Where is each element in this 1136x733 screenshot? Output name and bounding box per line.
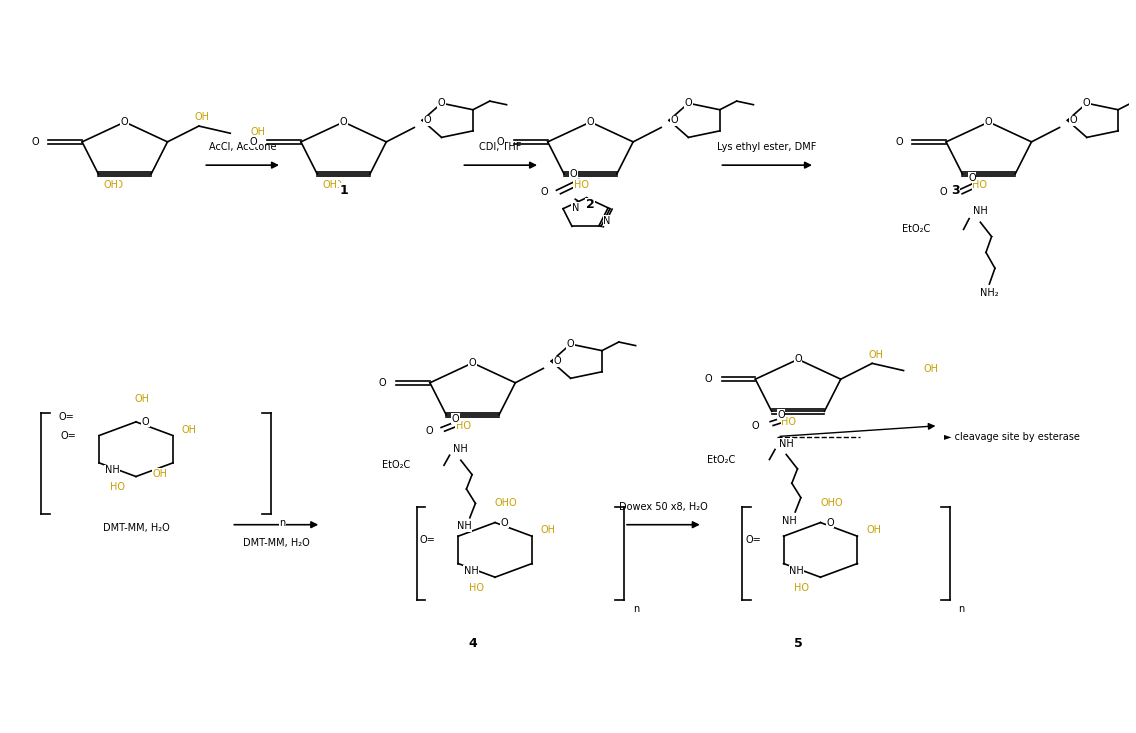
Text: OH: OH [323, 180, 337, 190]
Text: HO: HO [469, 583, 484, 593]
Text: NH: NH [463, 566, 478, 575]
Text: NH: NH [779, 439, 794, 449]
Text: OH: OH [541, 526, 556, 536]
Text: O: O [685, 98, 692, 108]
Text: O: O [567, 339, 575, 349]
Text: OH: OH [868, 350, 883, 360]
Text: NH: NH [457, 521, 471, 531]
Text: HO: HO [972, 180, 987, 190]
Text: HO: HO [456, 421, 471, 431]
Text: HO: HO [574, 180, 588, 190]
Text: n: n [633, 604, 640, 614]
Text: HO: HO [794, 583, 809, 593]
Text: Lys ethyl ester, DMF: Lys ethyl ester, DMF [718, 142, 817, 152]
Text: OH: OH [105, 180, 119, 190]
Text: NH: NH [974, 207, 987, 216]
Text: NH: NH [783, 515, 797, 526]
Text: NH: NH [453, 444, 468, 454]
Text: O: O [985, 117, 993, 127]
Text: O: O [501, 517, 508, 528]
Text: AcCl, Acetone: AcCl, Acetone [209, 142, 276, 152]
Text: 3: 3 [951, 184, 960, 197]
Text: O: O [340, 117, 348, 127]
Text: OHO: OHO [495, 498, 518, 508]
Text: OH: OH [924, 364, 938, 374]
Text: O: O [496, 137, 504, 147]
Text: O=: O= [61, 430, 76, 441]
Text: O: O [553, 356, 561, 366]
Text: Dowex 50 x8, H₂O: Dowex 50 x8, H₂O [619, 501, 708, 512]
Text: OH: OH [194, 112, 210, 122]
Text: O: O [777, 410, 785, 420]
Text: OH: OH [182, 425, 197, 435]
Text: O: O [452, 413, 459, 424]
Text: O: O [426, 427, 433, 436]
Text: N: N [603, 216, 610, 226]
Text: 2: 2 [586, 198, 595, 211]
Text: O: O [704, 374, 712, 384]
Text: O: O [895, 137, 903, 147]
Text: O: O [142, 417, 149, 427]
Text: O: O [120, 117, 128, 127]
Text: O: O [671, 115, 678, 125]
Text: OH: OH [134, 394, 149, 404]
Text: EtO₂C: EtO₂C [382, 460, 410, 471]
Text: O: O [569, 169, 577, 179]
Text: HO: HO [110, 482, 125, 493]
Text: NH: NH [105, 465, 119, 475]
Text: O: O [1083, 98, 1091, 108]
Text: O: O [250, 137, 258, 147]
Text: O: O [540, 187, 548, 197]
Text: O: O [379, 377, 386, 388]
Text: CDI, THF: CDI, THF [479, 142, 521, 152]
Text: 1: 1 [340, 184, 348, 197]
Text: O: O [794, 354, 802, 364]
Text: N: N [571, 203, 579, 213]
Text: O: O [968, 173, 976, 183]
Text: EtO₂C: EtO₂C [708, 454, 736, 465]
Text: O: O [586, 117, 594, 127]
Text: ► cleavage site by esterase: ► cleavage site by esterase [944, 432, 1080, 441]
Text: DMT-MM, H₂O: DMT-MM, H₂O [243, 538, 310, 548]
Text: O: O [31, 137, 39, 147]
Text: O: O [826, 517, 834, 528]
Text: O: O [424, 115, 432, 125]
Text: OH: OH [867, 526, 882, 536]
Text: HO: HO [327, 180, 342, 190]
Text: 5: 5 [794, 637, 802, 650]
Text: O=: O= [745, 535, 761, 545]
Text: DMT-MM, H₂O: DMT-MM, H₂O [102, 523, 169, 534]
Text: HO: HO [782, 417, 796, 427]
Text: NH₂: NH₂ [980, 287, 999, 298]
Text: n: n [279, 517, 286, 528]
Text: NH: NH [790, 566, 804, 575]
Text: O: O [437, 98, 445, 108]
Text: HO: HO [108, 180, 123, 190]
Text: 4: 4 [468, 637, 477, 650]
Text: O=: O= [59, 412, 74, 421]
Text: O: O [939, 187, 947, 197]
Text: OH: OH [152, 468, 167, 479]
Text: O: O [469, 358, 476, 368]
Text: n: n [959, 604, 964, 614]
Text: EtO₂C: EtO₂C [902, 224, 930, 235]
Text: OH: OH [251, 127, 266, 137]
Text: O=: O= [420, 535, 436, 545]
Text: O: O [1069, 115, 1077, 125]
Text: O: O [751, 421, 759, 431]
Text: OHO: OHO [820, 498, 843, 508]
